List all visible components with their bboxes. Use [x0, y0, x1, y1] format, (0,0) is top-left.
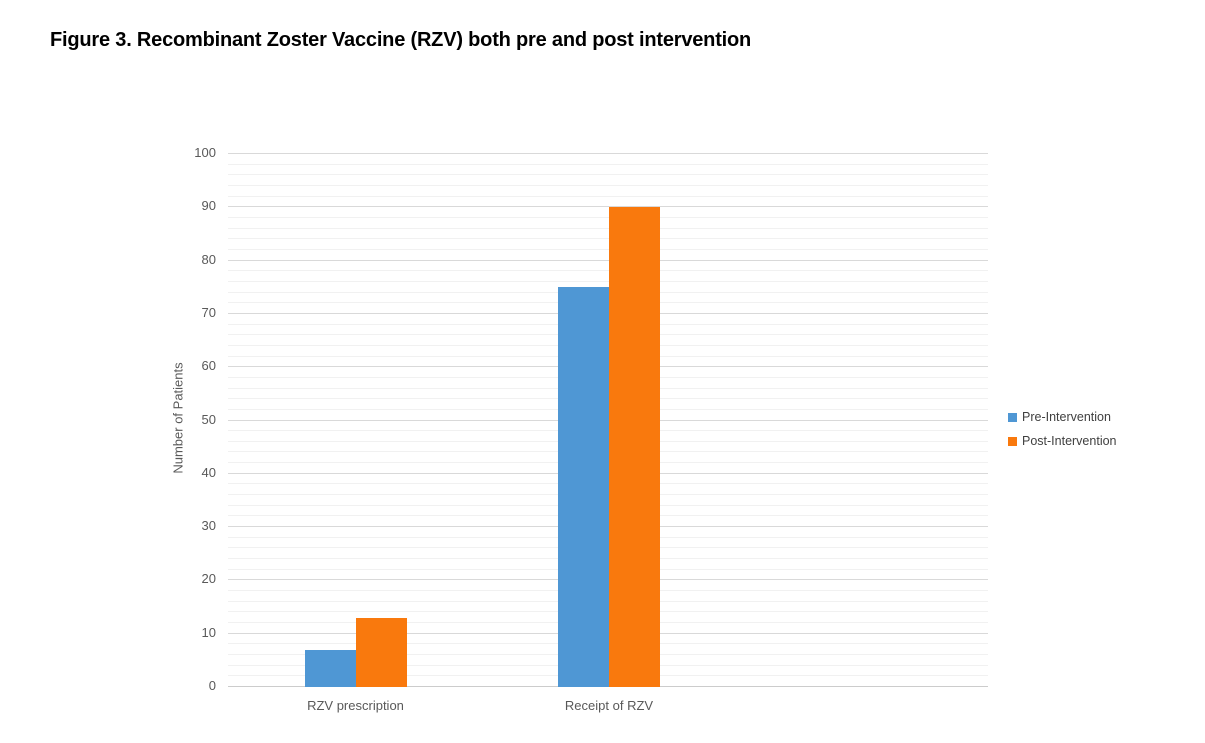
minor-gridline: [228, 270, 988, 272]
legend: Pre-Intervention Post-Intervention: [1008, 405, 1117, 453]
bar-post-intervention-rzv-prescription: [355, 617, 407, 687]
y-tick-label: 10: [201, 624, 216, 640]
y-tick-label: 0: [208, 678, 216, 693]
pre-intervention-swatch-icon: [1008, 412, 1017, 422]
bar-pre-intervention-receipt-of-rzv: [558, 287, 609, 687]
y-tick-label: 80: [201, 251, 216, 267]
minor-gridline: [228, 216, 988, 218]
bar-pre-intervention-rzv-prescription: [304, 649, 356, 687]
legend-label-pre-intervention: Pre-Intervention: [1022, 410, 1111, 424]
major-gridline: [228, 206, 988, 208]
x-category-label: RZV prescription: [307, 698, 404, 713]
major-gridline: [228, 259, 988, 261]
legend-label-post-intervention: Post-Intervention: [1022, 434, 1117, 448]
minor-gridline: [228, 195, 988, 197]
y-tick-label: 100: [194, 145, 216, 160]
y-tick-label: 30: [201, 518, 216, 534]
y-tick-label: 40: [201, 464, 216, 480]
minor-gridline: [228, 174, 988, 176]
major-gridline: [228, 153, 988, 154]
plot-area: 0 10 20 30 40 50 60 70 80 90 100 RZV prescription Re…: [194, 146, 988, 713]
chart-title: Figure 3. Recombinant Zoster Vaccine (RZ…: [50, 29, 752, 51]
minor-gridline: [228, 238, 988, 240]
minor-gridline: [228, 280, 988, 282]
y-tick-label: 90: [201, 198, 216, 214]
legend-item-post-intervention: Post-Intervention: [1008, 429, 1117, 453]
minor-gridline: [228, 227, 988, 229]
y-tick-label: 50: [201, 411, 216, 427]
y-tick-label: 60: [201, 358, 216, 374]
post-intervention-swatch-icon: [1008, 436, 1017, 446]
legend-item-pre-intervention: Pre-Intervention: [1008, 405, 1117, 429]
minor-gridline: [228, 248, 988, 250]
minor-gridline: [228, 184, 988, 186]
y-tick-label: 20: [201, 571, 216, 587]
bar-post-intervention-receipt-of-rzv: [609, 207, 660, 687]
minor-gridline: [228, 163, 988, 165]
x-category-label: Receipt of RZV: [564, 698, 654, 713]
y-tick-label: 70: [201, 304, 216, 320]
